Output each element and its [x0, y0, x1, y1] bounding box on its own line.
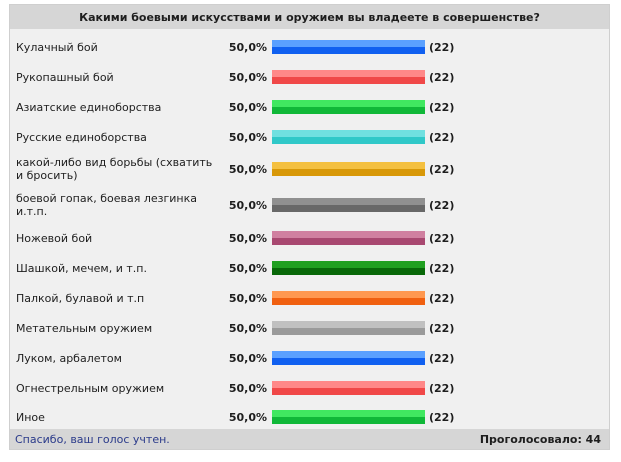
option-vote-count: (22): [429, 198, 455, 212]
option-percent: 50,0%: [228, 100, 267, 114]
poll-options-list: Кулачный бой 50,0% (22) Рукопашный бой 50,0%…: [10, 29, 609, 429]
option-percent: 50,0%: [228, 130, 267, 144]
option-result-bar: [272, 162, 425, 176]
option-result-bar: [272, 321, 425, 335]
option-label: Палкой, булавой и т.п: [16, 291, 145, 305]
poll-option-row: Палкой, булавой и т.п 50,0% (22): [10, 286, 609, 310]
option-percent: 50,0%: [228, 321, 267, 335]
poll-option-row: Азиатские единоборства 50,0% (22): [10, 95, 609, 119]
option-label: Огнестрельным оружием: [16, 381, 165, 395]
option-result-bar: [272, 291, 425, 305]
option-result-bar: [272, 351, 425, 365]
poll-option-row: какой-либо вид борьбы (схватить и бросит…: [10, 154, 609, 184]
option-label: боевой гопак, боевая лезгинка и.т.п.: [16, 192, 197, 218]
option-result-bar: [272, 130, 425, 144]
option-percent: 50,0%: [228, 231, 267, 245]
option-percent: 50,0%: [228, 162, 267, 176]
option-vote-count: (22): [429, 231, 455, 245]
option-label: Кулачный бой: [16, 40, 98, 54]
option-vote-count: (22): [429, 351, 455, 365]
poll-option-row: боевой гопак, боевая лезгинка и.т.п. 50,0…: [10, 190, 609, 220]
option-vote-count: (22): [429, 40, 455, 54]
option-percent: 50,0%: [228, 291, 267, 305]
option-result-bar: [272, 261, 425, 275]
option-label: Рукопашный бой: [16, 70, 114, 84]
total-votes: Проголосовало: 44: [479, 432, 601, 446]
poll-option-row: Шашкой, мечем, и т.п. 50,0% (22): [10, 256, 609, 280]
option-result-bar: [272, 40, 425, 54]
option-result-bar: [272, 100, 425, 114]
option-result-bar: [272, 231, 425, 245]
option-label: Метательным оружием: [16, 321, 153, 335]
poll-option-row: Русские единоборства 50,0% (22): [10, 125, 609, 149]
option-percent: 50,0%: [228, 351, 267, 365]
option-result-bar: [272, 410, 425, 424]
poll-results: Какими боевыми искусствами и оружием вы …: [9, 4, 610, 450]
option-label: Ножевой бой: [16, 231, 93, 245]
poll-option-row: Луком, арбалетом 50,0% (22): [10, 346, 609, 370]
option-label: Азиатские единоборства: [16, 100, 162, 114]
option-vote-count: (22): [429, 321, 455, 335]
poll-option-row: Кулачный бой 50,0% (22): [10, 35, 609, 59]
option-percent: 50,0%: [228, 261, 267, 275]
option-percent: 50,0%: [228, 198, 267, 212]
vote-accepted-message: Спасибо, ваш голос учтен.: [15, 432, 170, 446]
poll-option-row: Метательным оружием 50,0% (22): [10, 316, 609, 340]
poll-option-row: Ножевой бой 50,0% (22): [10, 226, 609, 250]
option-percent: 50,0%: [228, 40, 267, 54]
option-vote-count: (22): [429, 70, 455, 84]
option-percent: 50,0%: [228, 70, 267, 84]
option-label: какой-либо вид борьбы (схватить и бросит…: [16, 156, 213, 182]
option-vote-count: (22): [429, 410, 455, 424]
option-label: Луком, арбалетом: [16, 351, 122, 365]
option-vote-count: (22): [429, 381, 455, 395]
option-result-bar: [272, 381, 425, 395]
option-percent: 50,0%: [228, 381, 267, 395]
poll-footer: Спасибо, ваш голос учтен. Проголосовало:…: [10, 429, 609, 449]
option-result-bar: [272, 70, 425, 84]
option-label: Шашкой, мечем, и т.п.: [16, 261, 147, 275]
option-percent: 50,0%: [228, 410, 267, 424]
poll-option-row: Огнестрельным оружием 50,0% (22): [10, 376, 609, 400]
option-label: Иное: [16, 410, 45, 424]
option-vote-count: (22): [429, 261, 455, 275]
option-vote-count: (22): [429, 130, 455, 144]
option-result-bar: [272, 198, 425, 212]
option-label: Русские единоборства: [16, 130, 147, 144]
poll-question: Какими боевыми искусствами и оружием вы …: [10, 5, 609, 29]
poll-option-row: Иное 50,0% (22): [10, 405, 609, 429]
option-vote-count: (22): [429, 100, 455, 114]
poll-option-row: Рукопашный бой 50,0% (22): [10, 65, 609, 89]
option-vote-count: (22): [429, 162, 455, 176]
option-vote-count: (22): [429, 291, 455, 305]
